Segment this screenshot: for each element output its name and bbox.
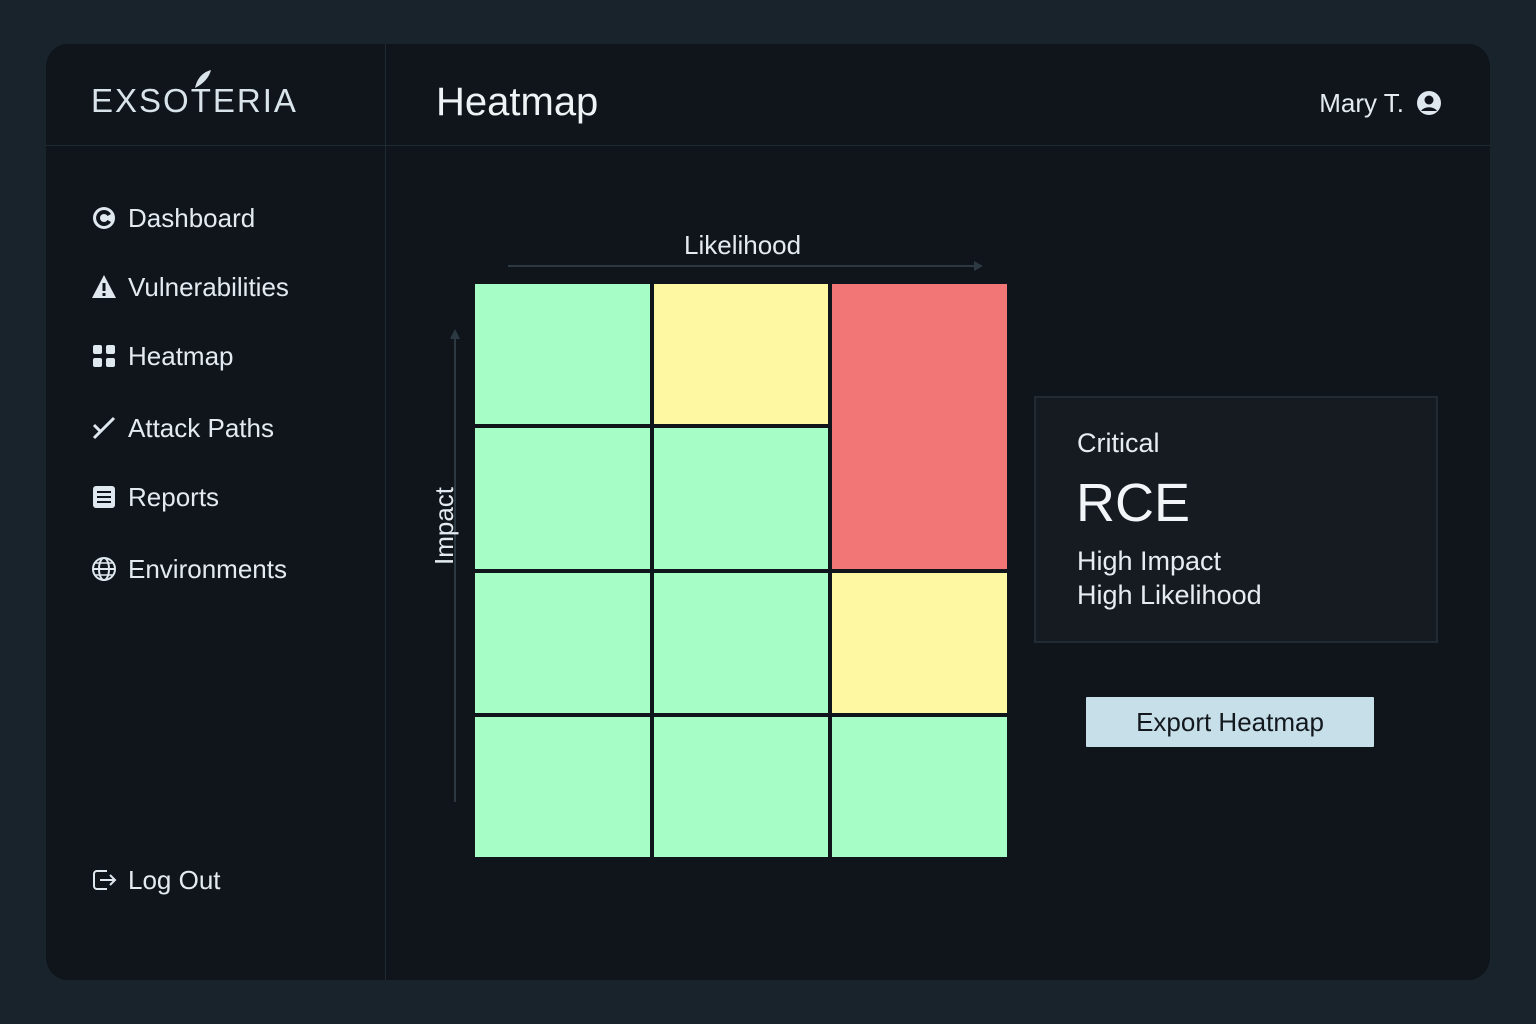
page-title: Heatmap (436, 80, 599, 124)
heatmap-cell-low[interactable] (830, 714, 1009, 859)
warning-icon (91, 274, 117, 300)
sidebar-item-attack-paths[interactable]: Attack Paths (91, 411, 274, 445)
sidebar-item-label: Reports (128, 481, 220, 512)
globe-icon (91, 556, 117, 582)
heatmap-cell-medium[interactable] (651, 282, 831, 427)
risk-detail-panel: Critical RCE High Impact High Likelihood (1034, 396, 1438, 643)
heatmap-cell-low[interactable] (651, 570, 831, 715)
heatmap-grid (473, 282, 1009, 859)
x-axis-label: Likelihood (684, 230, 802, 260)
leaf-icon (195, 70, 211, 88)
user-avatar-icon (1416, 90, 1442, 116)
sidebar-item-vulnerabilities[interactable]: Vulnerabilities (91, 270, 289, 304)
logo-text: EXSOTERIA (91, 82, 298, 119)
risk-name: RCE (1076, 473, 1191, 533)
logout-label: Log Out (128, 864, 221, 895)
header-divider (46, 145, 1490, 146)
user-menu[interactable]: Mary T. (1319, 86, 1442, 120)
report-icon (91, 484, 117, 510)
risk-impact: High Impact (1077, 546, 1222, 576)
export-heatmap-button[interactable]: Export Heatmap (1086, 697, 1374, 747)
sidebar-item-reports[interactable]: Reports (91, 480, 219, 514)
logout-icon (91, 867, 117, 893)
heatmap-cell-low[interactable] (473, 282, 652, 427)
sidebar-item-label: Attack Paths (128, 412, 274, 443)
sidebar-item-label: Vulnerabilities (128, 271, 289, 302)
sidebar-item-label: Dashboard (128, 202, 256, 233)
heatmap-cell-low[interactable] (473, 714, 652, 859)
grid-icon (91, 343, 117, 369)
sidebar-item-heatmap[interactable]: Heatmap (91, 339, 234, 373)
sidebar-item-environments[interactable]: Environments (91, 552, 287, 586)
heatmap-cell-low[interactable] (651, 714, 831, 859)
x-axis-arrowhead (974, 261, 983, 271)
y-axis-arrowhead (450, 329, 460, 339)
risk-severity: Critical (1077, 428, 1160, 458)
heatmap-cell-low[interactable] (473, 426, 652, 571)
sidebar-item-label: Environments (128, 553, 287, 584)
logout-button[interactable]: Log Out (91, 863, 221, 897)
app-window: EXSOTERIA Dashboard Vulnerabilities (46, 44, 1490, 980)
sidebar: EXSOTERIA Dashboard Vulnerabilities (46, 44, 386, 980)
user-name: Mary T. (1319, 87, 1404, 118)
attack-path-icon (91, 415, 117, 441)
heatmap-cell-medium[interactable] (830, 570, 1009, 715)
risk-likelihood: High Likelihood (1077, 580, 1262, 610)
dashboard-icon (91, 205, 117, 231)
logo: EXSOTERIA (91, 70, 298, 122)
heatmap-cell-low[interactable] (473, 570, 652, 715)
sidebar-item-label: Heatmap (128, 340, 234, 371)
y-axis-label: Impact (429, 486, 459, 565)
heatmap-cell-critical[interactable] (830, 282, 1009, 571)
heatmap-cell-low[interactable] (651, 426, 831, 571)
sidebar-item-dashboard[interactable]: Dashboard (91, 201, 255, 235)
